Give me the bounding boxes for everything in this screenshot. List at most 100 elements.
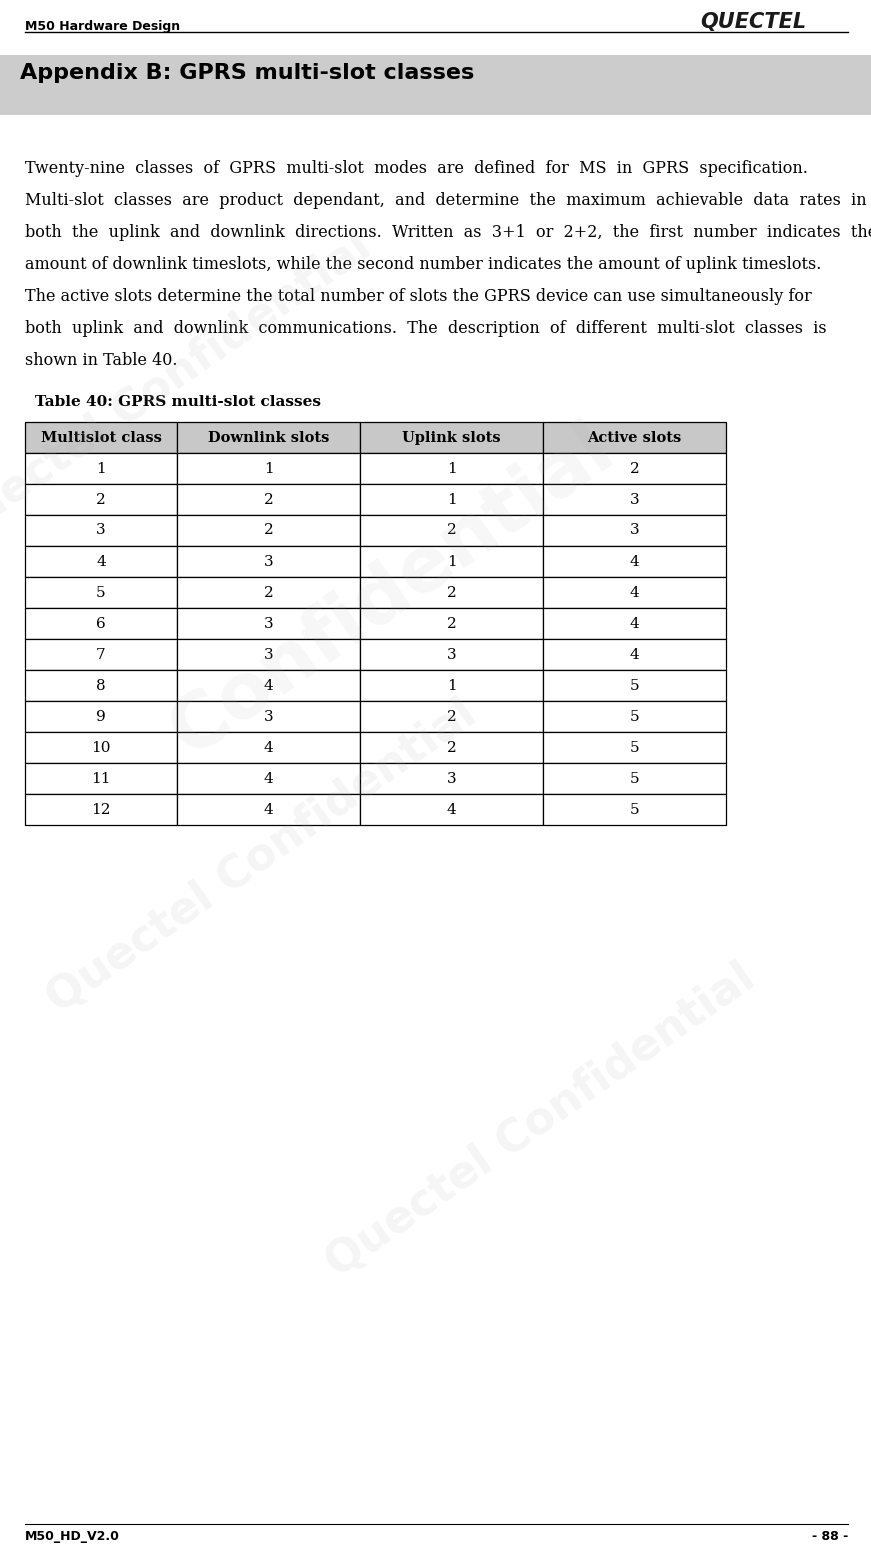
Text: Active slots: Active slots [587, 431, 682, 445]
Bar [543, 608, 726, 640]
Bar [25, 762, 177, 794]
Bar [177, 515, 360, 546]
Bar [25, 702, 177, 731]
Text: 8: 8 [96, 678, 105, 692]
Bar [177, 762, 360, 794]
Text: Multi-slot  classes  are  product  dependant,  and  determine  the  maximum  ach: Multi-slot classes are product dependant… [25, 191, 867, 209]
Bar [543, 453, 726, 484]
Text: Uplink slots: Uplink slots [402, 431, 501, 445]
Bar [25, 608, 177, 640]
Bar [543, 671, 726, 702]
Text: Twenty-nine  classes  of  GPRS  multi-slot  modes  are  defined  for  MS  in  GP: Twenty-nine classes of GPRS multi-slot m… [25, 160, 808, 177]
Text: QUECTEL: QUECTEL [700, 12, 807, 33]
Bar [177, 484, 360, 515]
Text: 1: 1 [447, 554, 456, 568]
Text: Quectel Confidential: Quectel Confidential [38, 691, 484, 1021]
Text: 3: 3 [264, 554, 273, 568]
Bar [360, 453, 543, 484]
Bar [360, 762, 543, 794]
Text: 2: 2 [96, 493, 106, 507]
Bar [177, 731, 360, 762]
Text: 3: 3 [630, 493, 639, 507]
Text: 1: 1 [447, 678, 456, 692]
Text: amount of downlink timeslots, while the second number indicates the amount of up: amount of downlink timeslots, while the … [25, 257, 821, 272]
Bar [360, 546, 543, 577]
Bar [25, 640, 177, 671]
Text: 9: 9 [96, 710, 106, 724]
Bar [360, 484, 543, 515]
Text: 4: 4 [264, 741, 273, 755]
Text: Quectel Confidential: Quectel Confidential [317, 955, 763, 1285]
Text: 7: 7 [96, 647, 105, 661]
Bar [177, 794, 360, 825]
Text: 4: 4 [630, 647, 639, 661]
Bar [360, 608, 543, 640]
Text: 2: 2 [447, 616, 456, 630]
Bar [25, 453, 177, 484]
Text: shown in Table 40.: shown in Table 40. [25, 352, 178, 369]
Bar [360, 640, 543, 671]
Text: 1: 1 [96, 462, 106, 476]
Text: 2: 2 [264, 493, 273, 507]
Text: 3: 3 [630, 523, 639, 537]
Text: 3: 3 [264, 710, 273, 724]
Text: 12: 12 [91, 803, 111, 817]
Bar [543, 577, 726, 608]
Bar [543, 422, 726, 453]
Bar [177, 546, 360, 577]
Bar [360, 422, 543, 453]
Text: 4: 4 [96, 554, 106, 568]
Text: 5: 5 [96, 585, 105, 599]
Bar [543, 702, 726, 731]
Text: 4: 4 [630, 585, 639, 599]
Text: 2: 2 [447, 585, 456, 599]
Bar [543, 794, 726, 825]
Text: 2: 2 [447, 523, 456, 537]
Text: 5: 5 [630, 741, 639, 755]
Text: - 88 -: - 88 - [812, 1530, 848, 1544]
Text: 1: 1 [264, 462, 273, 476]
Text: 4: 4 [630, 554, 639, 568]
Bar [360, 702, 543, 731]
Bar [177, 577, 360, 608]
Text: 4: 4 [264, 803, 273, 817]
Bar [360, 794, 543, 825]
Text: 5: 5 [630, 710, 639, 724]
Text: 3: 3 [447, 772, 456, 786]
Bar [25, 546, 177, 577]
Text: M50 Hardware Design: M50 Hardware Design [25, 20, 180, 33]
Bar [177, 422, 360, 453]
Bar [543, 640, 726, 671]
Bar [25, 515, 177, 546]
Bar [177, 640, 360, 671]
Bar [360, 515, 543, 546]
Text: 3: 3 [96, 523, 105, 537]
Bar [543, 762, 726, 794]
Bar [360, 731, 543, 762]
Bar [543, 515, 726, 546]
Bar [543, 546, 726, 577]
Bar [543, 484, 726, 515]
Text: 11: 11 [91, 772, 111, 786]
Text: M50_HD_V2.0: M50_HD_V2.0 [25, 1530, 120, 1544]
Text: Quectel Confidential: Quectel Confidential [0, 224, 380, 554]
Text: 6: 6 [96, 616, 106, 630]
Text: 4: 4 [264, 678, 273, 692]
Bar [0, 54, 871, 115]
Text: 1: 1 [447, 462, 456, 476]
Text: 4: 4 [264, 772, 273, 786]
Text: both  the  uplink  and  downlink  directions.  Written  as  3+1  or  2+2,  the  : both the uplink and downlink directions.… [25, 224, 871, 241]
Bar [177, 608, 360, 640]
Text: 2: 2 [447, 710, 456, 724]
Text: 5: 5 [630, 803, 639, 817]
Text: 1: 1 [447, 493, 456, 507]
Bar [177, 453, 360, 484]
Text: 5: 5 [630, 772, 639, 786]
Text: both  uplink  and  downlink  communications.  The  description  of  different  m: both uplink and downlink communications.… [25, 321, 827, 338]
Bar [360, 577, 543, 608]
Text: Multislot class: Multislot class [41, 431, 161, 445]
Text: 4: 4 [630, 616, 639, 630]
Bar [25, 671, 177, 702]
Text: 3: 3 [264, 647, 273, 661]
Text: 2: 2 [264, 523, 273, 537]
